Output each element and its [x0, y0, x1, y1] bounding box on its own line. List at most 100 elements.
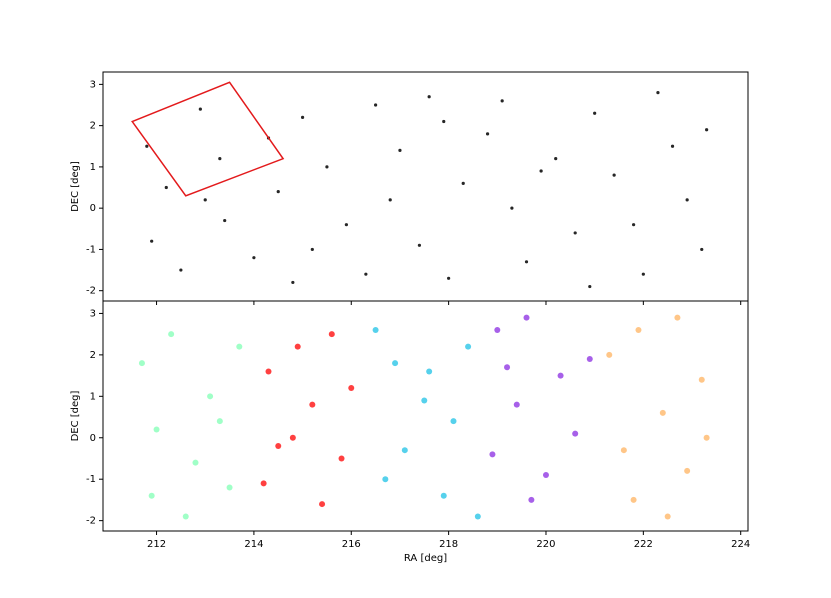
point — [442, 119, 446, 124]
plot-frame — [102, 71, 749, 302]
point — [401, 447, 408, 454]
point — [450, 418, 457, 425]
point — [606, 351, 613, 358]
point — [344, 223, 348, 227]
point — [300, 115, 305, 119]
y-tick-label: 0 — [90, 433, 96, 444]
point — [294, 343, 301, 350]
point — [319, 501, 326, 508]
point — [427, 95, 431, 99]
point — [494, 327, 501, 334]
point — [236, 343, 243, 350]
point — [392, 360, 399, 367]
point — [309, 401, 316, 408]
x-tick-label: 222 — [634, 539, 653, 550]
point — [612, 173, 616, 177]
point — [198, 107, 202, 111]
point — [207, 393, 214, 400]
point — [542, 472, 549, 479]
point — [593, 111, 597, 115]
y-tick-label: 0 — [90, 203, 96, 214]
point — [145, 144, 149, 148]
x-tick-label: 218 — [439, 539, 458, 550]
point — [325, 165, 329, 169]
point — [216, 418, 223, 425]
point — [513, 401, 520, 408]
x-tick-label: 224 — [731, 539, 750, 550]
x-axis-label: RA [deg] — [404, 553, 447, 564]
point — [685, 198, 689, 202]
point — [348, 385, 355, 392]
point — [275, 443, 282, 450]
point — [138, 360, 145, 367]
point — [635, 327, 642, 334]
point — [276, 190, 280, 194]
point — [586, 356, 593, 363]
y-axis-label: DEC [deg] — [70, 390, 81, 441]
y-tick-label: 2 — [90, 121, 96, 132]
point — [504, 364, 511, 371]
point — [289, 434, 296, 441]
x-tick-label: 212 — [147, 539, 166, 550]
point — [388, 198, 392, 202]
point — [291, 280, 295, 285]
point — [260, 480, 267, 487]
y-tick-label: 3 — [90, 79, 96, 90]
point — [218, 157, 222, 161]
plot-frame — [102, 300, 749, 532]
point — [164, 185, 168, 190]
point — [426, 368, 433, 375]
point — [485, 132, 490, 136]
point — [670, 144, 675, 148]
point — [192, 459, 199, 466]
point — [474, 513, 481, 520]
point — [700, 247, 704, 252]
region-outline — [131, 81, 285, 197]
point — [203, 198, 207, 202]
point — [659, 409, 666, 416]
point — [421, 397, 428, 404]
y-tick-label: 3 — [90, 308, 96, 319]
point — [588, 284, 592, 289]
point — [223, 218, 227, 223]
point — [656, 91, 660, 95]
y-tick-label: -1 — [86, 474, 96, 485]
point — [153, 426, 160, 433]
point — [328, 331, 335, 338]
point — [705, 128, 709, 132]
point — [265, 368, 272, 375]
point — [182, 513, 189, 520]
point — [447, 276, 451, 280]
point — [684, 467, 691, 474]
point — [440, 492, 447, 499]
point — [338, 455, 345, 462]
x-tick-label: 214 — [244, 539, 263, 550]
y-tick-label: -2 — [86, 286, 96, 297]
point — [226, 484, 233, 491]
point — [372, 327, 379, 334]
point — [632, 223, 636, 227]
y-tick-label: -2 — [86, 516, 96, 527]
point — [310, 247, 314, 252]
point — [557, 372, 564, 379]
point — [150, 239, 154, 243]
point — [630, 496, 637, 503]
point — [489, 451, 496, 458]
point — [168, 331, 175, 338]
point — [374, 103, 378, 107]
point — [382, 476, 389, 483]
point — [674, 314, 681, 321]
point — [554, 157, 558, 161]
x-tick-label: 216 — [342, 539, 361, 550]
point — [523, 314, 530, 321]
x-tick-label: 220 — [536, 539, 555, 550]
point — [465, 343, 472, 350]
y-tick-label: 2 — [90, 350, 96, 361]
point — [528, 496, 535, 503]
point — [461, 181, 465, 186]
point — [179, 268, 183, 272]
point — [500, 99, 504, 103]
y-tick-label: 1 — [90, 162, 96, 173]
point — [620, 447, 627, 454]
point — [572, 430, 579, 437]
